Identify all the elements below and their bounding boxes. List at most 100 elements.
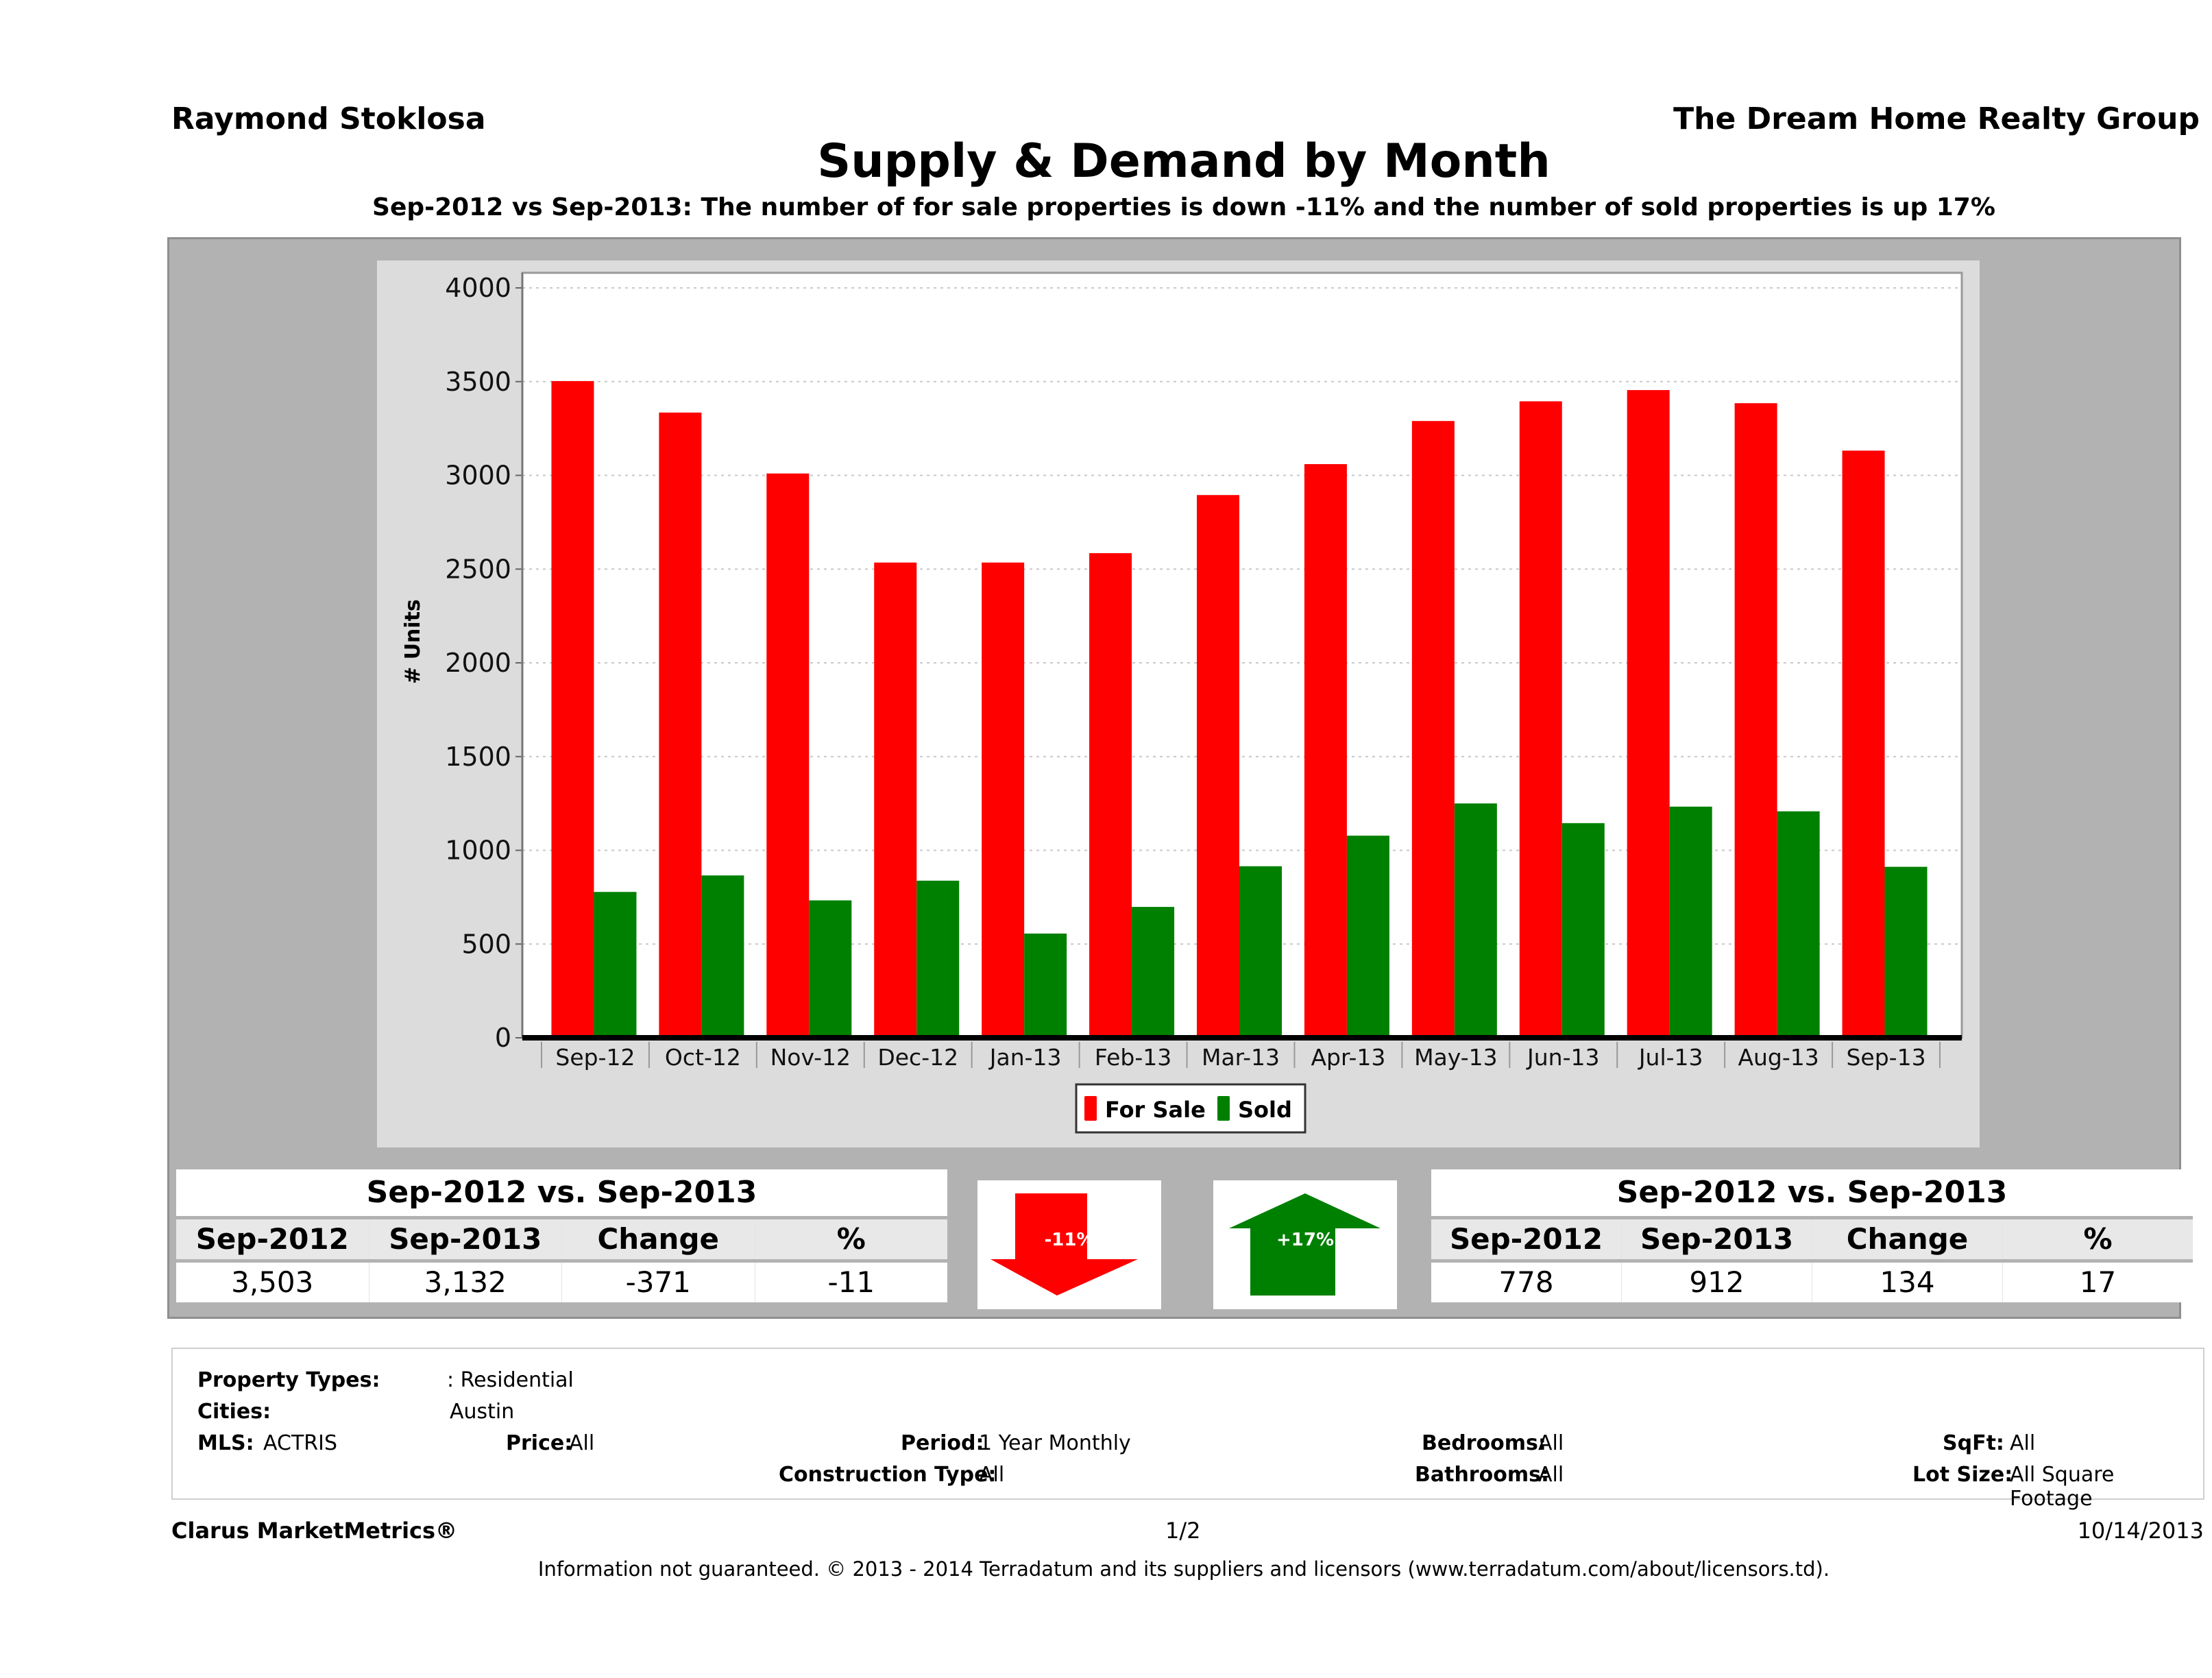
legend-swatch-sold (1217, 1096, 1230, 1121)
x-tick-label: Aug-13 (1738, 1044, 1819, 1071)
agent-name: Raymond Stoklosa (171, 101, 486, 136)
bar-for-sale (874, 562, 917, 1038)
column-header: Change (1812, 1219, 2003, 1259)
y-tick-label: 4000 (445, 273, 511, 303)
bedrooms-value: All (1538, 1431, 1564, 1455)
bar-for-sale (1197, 495, 1239, 1038)
y-tick-label: 500 (461, 929, 511, 959)
sold-summary-header-row: Sep-2012 Sep-2013 Change % (1431, 1219, 2193, 1263)
bar-sold (1346, 836, 1389, 1038)
bar-sold (916, 880, 960, 1038)
x-tick-label: Jun-13 (1526, 1044, 1599, 1071)
report-subtitle: Sep-2012 vs Sep-2013: The number of for … (372, 193, 1995, 221)
column-header: Sep-2013 (369, 1219, 562, 1259)
arrow-down-icon (990, 1193, 1138, 1296)
table-cell: 134 (1812, 1263, 2003, 1302)
column-header: % (836, 1222, 866, 1256)
sold-change-indicator: +17% (1213, 1180, 1397, 1309)
y-tick-label: 2500 (445, 554, 511, 584)
table-cell: 3,503 (176, 1263, 369, 1302)
y-tick-label: 1500 (445, 742, 511, 772)
for-sale-summary-title: Sep-2012 vs. Sep-2013 (176, 1169, 947, 1219)
supply-demand-chart: 0 500 1000 1500 2000 2500 3000 3500 4000 Sep-12 O… (401, 271, 1963, 1134)
x-tick-label: Feb-13 (1095, 1044, 1171, 1071)
legend-label-for-sale: For Sale (1105, 1097, 1206, 1123)
x-tick-label: Oct-12 (665, 1044, 741, 1071)
x-tick-label: Nov-12 (770, 1044, 851, 1071)
company-name: The Dream Home Realty Group (1673, 101, 2200, 136)
column-header: Sep-2013 (1622, 1219, 1812, 1259)
column-header: Sep-2012 (1431, 1219, 1622, 1259)
bar-for-sale (1411, 421, 1455, 1038)
column-header: Change (562, 1219, 755, 1259)
bar-sold (1884, 866, 1928, 1038)
x-tick-label: Mar-13 (1202, 1044, 1280, 1071)
bar-sold (1454, 803, 1497, 1038)
search-criteria-box: Property Types: : Residential Cities: Au… (171, 1348, 2204, 1511)
sqft-value: All (2010, 1431, 2036, 1455)
cities-label: Cities: (197, 1400, 271, 1424)
chart-legend: For Sale Sold (1075, 1083, 1306, 1134)
table-cell: 3,132 (369, 1263, 562, 1302)
for-sale-change-label: -11% (1044, 1230, 1095, 1250)
bar-sold (1024, 933, 1067, 1038)
table-cell: 778 (1431, 1263, 1622, 1302)
y-tick-label: 3500 (445, 367, 511, 397)
table-cell: 17 (2079, 1265, 2117, 1299)
legend-swatch-for-sale (1084, 1096, 1097, 1121)
x-tick-label: May-13 (1414, 1044, 1498, 1071)
sold-change-label: +17% (1276, 1230, 1335, 1250)
x-tick-label: Jul-13 (1638, 1044, 1703, 1071)
x-tick-label: Jan-13 (988, 1044, 1062, 1071)
y-axis-label: # Units (401, 599, 425, 684)
for-sale-summary-table: Sep-2012 vs. Sep-2013 Sep-2012 Sep-2013 … (176, 1169, 947, 1302)
disclaimer: Information not guaranteed. © 2013 - 201… (537, 1557, 1830, 1581)
y-tick-label: 1000 (445, 836, 511, 866)
sold-summary-title: Sep-2012 vs. Sep-2013 (1431, 1169, 2193, 1219)
bar-for-sale (659, 412, 702, 1038)
property-types-label: Property Types: (197, 1368, 380, 1392)
legend-label-sold: Sold (1238, 1097, 1292, 1123)
mls-label: MLS: (197, 1431, 254, 1455)
for-sale-summary-header-row: Sep-2012 Sep-2013 Change % (176, 1219, 947, 1263)
bar-sold (1777, 811, 1820, 1038)
y-tick-label: 0 (495, 1023, 511, 1053)
period-label: Period: (901, 1431, 984, 1455)
bar-for-sale (1304, 464, 1347, 1038)
bar-sold (1132, 907, 1175, 1038)
construction-type-value: All (979, 1463, 1005, 1487)
bar-for-sale (1627, 390, 1670, 1038)
sold-summary-value-row: 778 912 134 17 (1431, 1263, 2193, 1302)
cities-value: Austin (450, 1400, 515, 1424)
lot-size-label: Lot Size: (1912, 1463, 2013, 1487)
period-value: 1 Year Monthly (979, 1431, 1131, 1455)
bar-for-sale (1734, 403, 1777, 1038)
bar-sold (1669, 806, 1712, 1038)
bar-for-sale (1089, 553, 1132, 1038)
sold-summary-table: Sep-2012 vs. Sep-2013 Sep-2012 Sep-2013 … (1431, 1169, 2193, 1302)
table-cell: -11 (827, 1265, 875, 1299)
legend-box (1075, 1083, 1306, 1134)
arrow-up-icon (1229, 1193, 1381, 1296)
column-header: % (2083, 1222, 2113, 1256)
for-sale-change-indicator: -11% (977, 1180, 1161, 1309)
bar-for-sale (982, 562, 1025, 1038)
construction-type-label: Construction Type: (779, 1463, 997, 1487)
sqft-label: SqFt: (1943, 1431, 2004, 1455)
bar-for-sale (551, 380, 594, 1038)
table-cell: -371 (562, 1263, 755, 1302)
x-tick-label: Apr-13 (1311, 1044, 1385, 1071)
lot-size-value: All Square Footage (2010, 1463, 2115, 1511)
bathrooms-value: All (1538, 1463, 1564, 1487)
table-cell: 912 (1622, 1263, 1812, 1302)
y-tick-label: 3000 (445, 461, 511, 491)
price-value: All (569, 1431, 595, 1455)
bar-sold (1239, 866, 1282, 1038)
bar-sold (809, 900, 852, 1038)
price-label: Price: (506, 1431, 573, 1455)
mls-value: ACTRIS (263, 1431, 338, 1455)
bathrooms-label: Bathrooms: (1415, 1463, 1549, 1487)
for-sale-summary-value-row: 3,503 3,132 -371 -11 (176, 1263, 947, 1302)
bar-sold (701, 875, 744, 1038)
report-date: 10/14/2013 (2077, 1518, 2204, 1544)
